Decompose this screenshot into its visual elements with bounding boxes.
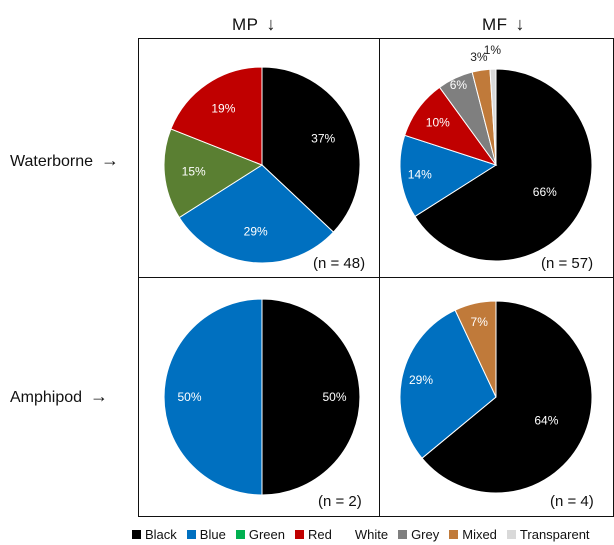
legend-swatch bbox=[449, 530, 459, 539]
legend-item-grey: Grey bbox=[398, 527, 439, 542]
legend-item-red: Red bbox=[294, 527, 332, 542]
right-arrow-icon: → bbox=[90, 386, 109, 406]
legend-item-blue: Blue bbox=[186, 527, 226, 542]
legend-label: Blue bbox=[199, 527, 226, 542]
n-label-waterborne-mf: (n = 57) bbox=[541, 255, 594, 272]
panel-waterborne-mp bbox=[138, 38, 380, 278]
legend-label: Red bbox=[307, 527, 332, 542]
row-header-amphipod: Amphipod → bbox=[10, 386, 108, 407]
panel-amphipod-mf bbox=[379, 277, 614, 517]
row-header-waterborne: Waterborne → bbox=[10, 150, 119, 171]
panel-waterborne-mf bbox=[379, 38, 614, 278]
legend-label: Green bbox=[248, 527, 285, 542]
legend: Black Blue Green Red White Grey Mixed Tr… bbox=[132, 527, 590, 542]
panel-amphipod-mp bbox=[138, 277, 380, 517]
legend-swatch bbox=[132, 530, 141, 539]
legend-label: Mixed bbox=[462, 527, 497, 542]
legend-label: White bbox=[354, 527, 389, 542]
legend-item-black: Black bbox=[132, 527, 177, 542]
column-header-label: MP bbox=[232, 15, 259, 34]
column-header-mf: MF ↓ bbox=[482, 14, 525, 35]
legend-swatch bbox=[186, 530, 196, 539]
legend-label: Black bbox=[145, 527, 177, 542]
legend-item-transparent: Transparent bbox=[506, 527, 590, 542]
legend-item-white: White bbox=[341, 527, 389, 542]
legend-swatch bbox=[506, 530, 516, 539]
column-header-label: MF bbox=[482, 15, 508, 34]
column-header-mp: MP ↓ bbox=[232, 14, 276, 35]
legend-swatch bbox=[294, 530, 304, 539]
right-arrow-icon: → bbox=[101, 150, 119, 170]
n-label-waterborne-mp: (n = 48) bbox=[313, 255, 366, 272]
n-label-amphipod-mp: (n = 2) bbox=[318, 493, 362, 510]
legend-item-green: Green bbox=[235, 527, 285, 542]
legend-swatch bbox=[398, 530, 408, 539]
legend-item-mixed: Mixed bbox=[449, 527, 497, 542]
row-header-label: Waterborne bbox=[10, 153, 93, 170]
legend-label: Transparent bbox=[519, 527, 590, 542]
down-arrow-icon: ↓ bbox=[266, 14, 276, 34]
row-header-label: Amphipod bbox=[10, 389, 83, 406]
down-arrow-icon: ↓ bbox=[515, 14, 526, 34]
legend-swatch bbox=[235, 530, 245, 539]
legend-swatch bbox=[341, 530, 351, 539]
legend-label: Grey bbox=[411, 527, 440, 542]
n-label-amphipod-mf: (n = 4) bbox=[550, 493, 594, 510]
